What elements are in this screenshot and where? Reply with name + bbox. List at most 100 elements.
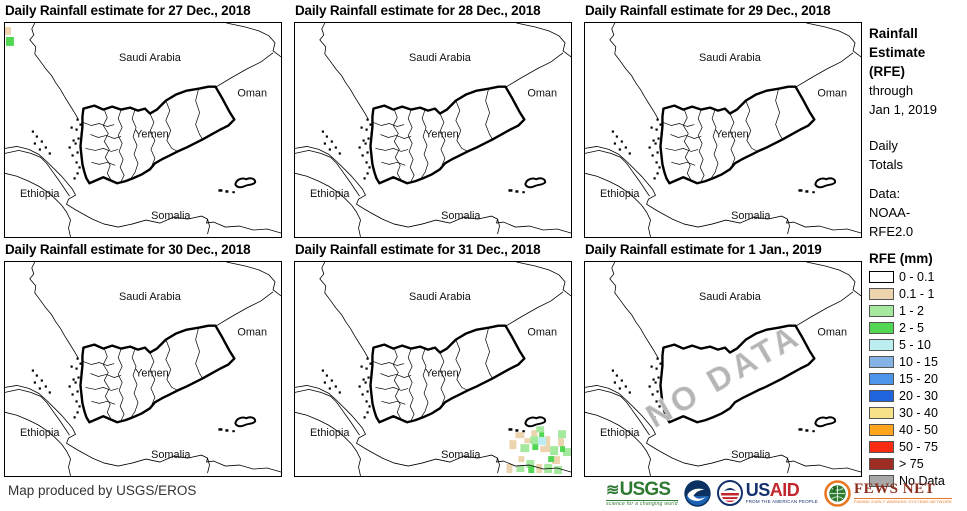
rain-pixel <box>515 432 525 439</box>
border-path <box>497 457 500 474</box>
admin-boundary-path <box>83 361 115 366</box>
island-speck <box>77 137 80 140</box>
credit-text: Map produced by USGS/EROS <box>8 483 197 498</box>
island-speck <box>35 374 38 377</box>
border-path <box>585 388 650 436</box>
border-path <box>216 52 274 88</box>
coastal-islands <box>321 118 373 180</box>
admin-boundary-path <box>85 148 119 152</box>
fewsnet-globe-icon <box>824 479 851 507</box>
fewsnet-logo: FEWS NET FAMINE EARLY WARNING SYSTEMS NE… <box>824 479 953 507</box>
border-path <box>5 411 71 476</box>
island-speck <box>658 405 661 408</box>
usaid-name: USAID <box>746 481 818 499</box>
island-speck <box>48 152 51 155</box>
island-speck <box>75 367 78 370</box>
legend-color-swatch <box>869 406 894 419</box>
country-label-ethiopia: Ethiopia <box>600 427 640 439</box>
socotra-islet <box>508 428 513 431</box>
island-speck <box>656 411 659 414</box>
island-speck <box>363 177 366 180</box>
admin-boundary-path <box>83 122 115 127</box>
border-path <box>585 146 861 234</box>
coastal-islands <box>611 118 663 180</box>
island-speck <box>71 154 74 157</box>
fews-globe-lines <box>830 485 846 501</box>
island-speck <box>618 387 621 390</box>
island-speck <box>367 376 370 379</box>
country-label-ethiopia: Ethiopia <box>20 188 60 200</box>
island-speck <box>360 126 363 129</box>
admin-boundary-path <box>102 348 112 420</box>
socotra-islet <box>225 429 229 432</box>
island-speck <box>40 140 43 143</box>
socotra-islet <box>232 430 235 433</box>
country-label-ethiopia: Ethiopia <box>600 188 640 200</box>
island-speck <box>366 118 369 121</box>
admin-boundary-path <box>392 348 402 420</box>
rain-pixel <box>558 438 565 447</box>
admin-boundary-path <box>130 348 139 418</box>
socotra-island <box>814 177 837 189</box>
island-speck <box>72 378 75 381</box>
admin-boundary-path <box>439 352 446 405</box>
border-path <box>506 52 564 88</box>
island-speck <box>652 378 655 381</box>
yemen-border <box>369 324 526 424</box>
border-path <box>295 388 360 436</box>
island-speck <box>31 130 34 133</box>
rain-pixel <box>5 26 11 35</box>
country-label-somalia: Somalia <box>151 449 191 461</box>
island-speck <box>620 379 623 382</box>
legend-list: 0 - 0.1 0.1 - 1 1 - 2 2 - 5 5 - 10 10 - 15 15 … <box>869 270 965 488</box>
coastal-islands <box>31 118 83 180</box>
admin-boundary-path <box>149 352 156 405</box>
island-speck <box>368 405 371 408</box>
island-speck <box>653 177 656 180</box>
socotra-island <box>524 416 547 428</box>
island-speck <box>76 390 79 393</box>
border-path <box>295 411 361 476</box>
island-speck <box>654 142 657 145</box>
island-speck <box>651 154 654 157</box>
border-path <box>29 262 79 359</box>
rain-pixel <box>560 446 566 453</box>
rain-pixel <box>5 36 14 46</box>
rain-pixel <box>528 466 535 474</box>
country-label-saudi-arabia: Saudi Arabia <box>409 52 472 64</box>
usaid-eagle <box>723 488 736 491</box>
border-path <box>5 385 281 473</box>
island-speck <box>654 381 657 384</box>
socotra-islands <box>508 177 547 194</box>
legend-label: 10 - 15 <box>899 354 938 369</box>
yemen-border <box>659 85 816 185</box>
island-speck <box>655 161 658 164</box>
rain-pixel <box>520 444 530 453</box>
legend-label: 20 - 30 <box>899 388 938 403</box>
admin-boundary-path <box>407 348 415 421</box>
rainfall-pixels <box>5 26 14 46</box>
panel-title: Daily Rainfall estimate for 28 Dec., 201… <box>295 3 541 18</box>
island-speck <box>71 393 74 396</box>
usaid-logo: USAID FROM THE AMERICAN PEOPLE <box>716 480 818 506</box>
admin-boundary-path <box>165 100 178 152</box>
rain-pixel <box>506 464 513 474</box>
legend-label: > 75 <box>899 456 924 471</box>
island-speck <box>618 148 621 151</box>
spacer <box>869 241 965 250</box>
map-frame: Saudi Arabia Oman Yemen Ethiopia Somalia <box>294 261 572 477</box>
country-label-oman: Oman <box>817 88 847 100</box>
island-speck <box>365 400 368 403</box>
island-speck <box>656 357 659 360</box>
legend-color-swatch <box>869 321 894 334</box>
socotra-islands <box>508 416 547 433</box>
legend-item: 15 - 20 <box>869 372 965 386</box>
yemen-admin-boundaries <box>373 327 493 421</box>
socotra-islet <box>798 189 803 192</box>
border-path <box>585 172 651 237</box>
country-label-yemen: Yemen <box>715 128 749 140</box>
map-frame: Saudi Arabia Oman Yemen Ethiopia Somalia <box>584 22 862 238</box>
usaid-us: US <box>745 480 771 501</box>
rain-pixel <box>516 466 525 473</box>
